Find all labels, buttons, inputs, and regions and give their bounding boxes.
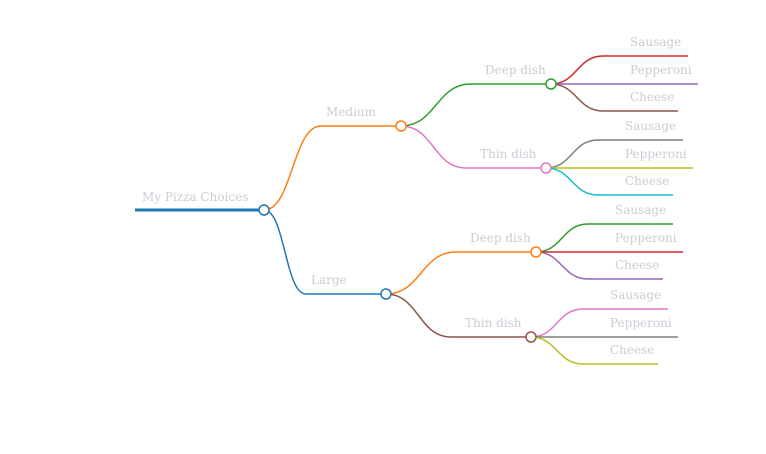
edge-root-to-medium — [263, 125, 322, 211]
edge-size-to-style — [385, 293, 452, 338]
style-node-dot[interactable] — [545, 78, 557, 90]
size-node-label: Large — [311, 273, 347, 287]
topping-node-label: Cheese — [610, 343, 654, 357]
edge-style-to-topping — [535, 251, 589, 280]
topping-node-label: Cheese — [625, 174, 669, 188]
root-node-dot[interactable] — [258, 204, 270, 216]
edge-size-to-style — [385, 251, 457, 295]
topping-node-label: Pepperoni — [625, 147, 687, 161]
style-node-dot[interactable] — [525, 331, 537, 343]
style-node-label: Thin dish — [480, 147, 537, 161]
topping-node-label: Sausage — [615, 203, 666, 217]
topping-node-label: Sausage — [630, 35, 681, 49]
root-node-label: My Pizza Choices — [142, 190, 248, 204]
size-node-label: Medium — [326, 105, 377, 119]
size-node-dot[interactable] — [395, 120, 407, 132]
style-node-label: Thin dish — [465, 316, 522, 330]
style-node-label: Deep dish — [470, 231, 531, 245]
topping-node-label: Sausage — [625, 119, 676, 133]
edge-style-to-topping — [550, 55, 604, 85]
size-node-dot[interactable] — [380, 288, 392, 300]
edge-style-to-topping — [535, 223, 589, 253]
edge-style-to-topping — [530, 308, 584, 338]
style-node-dot[interactable] — [540, 162, 552, 174]
topping-node-label: Pepperoni — [615, 231, 677, 245]
topping-node-label: Pepperoni — [610, 316, 672, 330]
topping-node-label: Cheese — [615, 258, 659, 272]
topping-node-label: Pepperoni — [630, 63, 692, 77]
mindmap-edges — [135, 55, 698, 365]
edge-style-to-topping — [545, 167, 599, 196]
edge-root-to-large — [263, 209, 307, 295]
edge-size-to-style — [400, 125, 467, 169]
edge-size-to-style — [400, 83, 472, 127]
topping-node-label: Sausage — [610, 288, 661, 302]
style-node-label: Deep dish — [485, 63, 546, 77]
edge-style-to-topping — [550, 83, 604, 112]
edge-style-to-topping — [545, 139, 599, 169]
topping-node-label: Cheese — [630, 90, 674, 104]
mindmap-nodes: My Pizza Choices Medium Deep dish Sausage Pe… — [142, 35, 692, 357]
edge-style-to-topping — [530, 336, 584, 365]
style-node-dot[interactable] — [530, 246, 542, 258]
